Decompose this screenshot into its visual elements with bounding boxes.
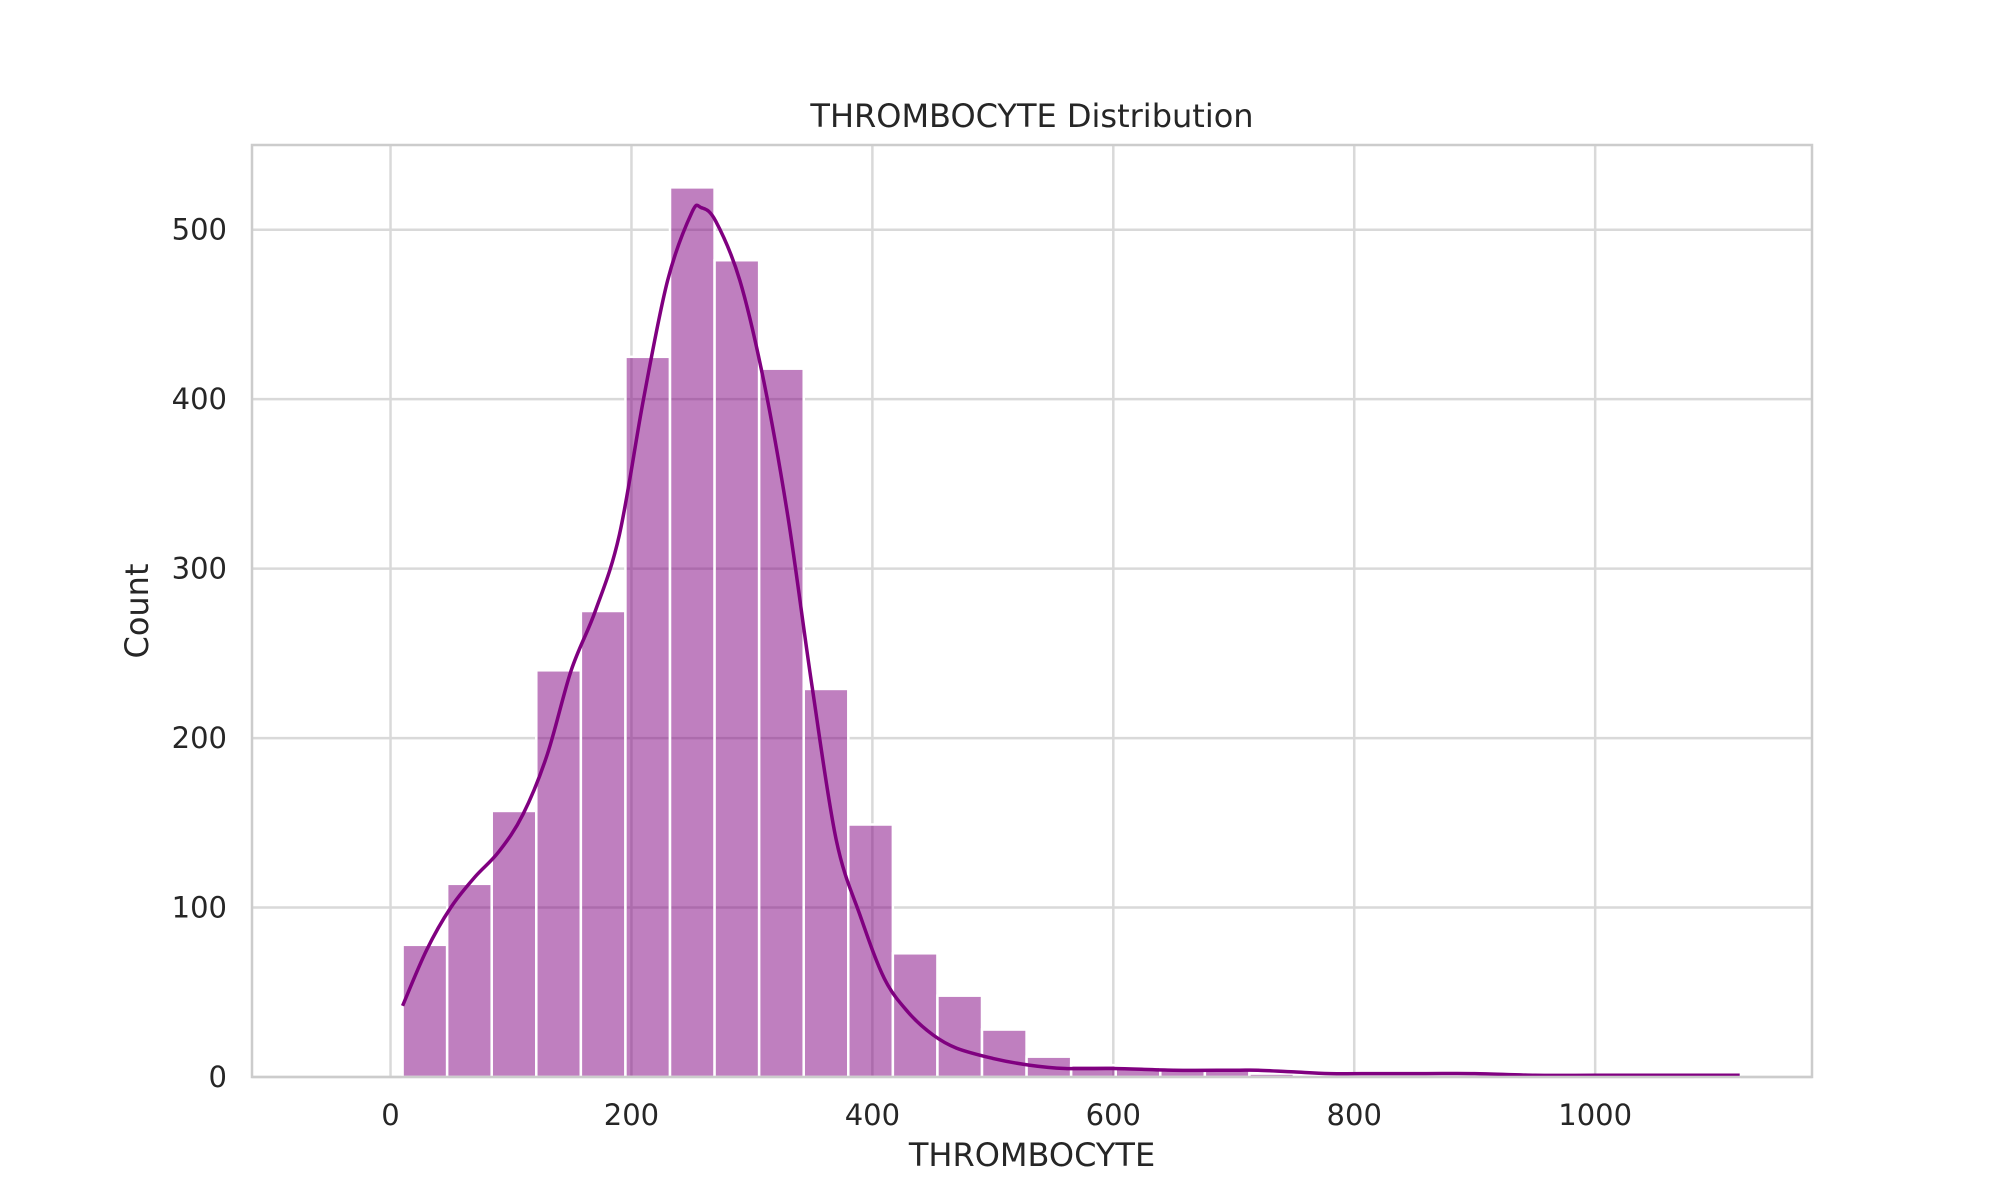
- x-tick-labels: 0 200 400 600 800 1000: [381, 1098, 1632, 1132]
- y-axis-label: Count: [118, 563, 156, 658]
- y-tick-label: 0: [209, 1060, 227, 1094]
- histogram-bar: [847, 823, 895, 1079]
- histogram-bar: [802, 687, 850, 1079]
- y-tick-label: 100: [172, 891, 227, 925]
- histogram-bar: [980, 1028, 1028, 1079]
- x-tick-label: 1000: [1558, 1098, 1632, 1132]
- histogram-bar: [891, 952, 939, 1079]
- y-tick-label: 300: [172, 552, 227, 586]
- histogram-bar: [490, 809, 538, 1079]
- x-tick-label: 400: [845, 1098, 900, 1132]
- plot-frame: [250, 143, 1814, 1079]
- y-tick-label: 200: [172, 721, 227, 755]
- y-tick-label: 400: [172, 382, 227, 416]
- kde-curve: [400, 203, 1740, 1078]
- chart-title: THROMBOCYTE Distribution: [809, 97, 1253, 135]
- histogram-bar: [401, 943, 449, 1079]
- histogram-bar: [445, 882, 493, 1079]
- histogram-bar: [668, 186, 716, 1079]
- histogram-bar: [535, 669, 583, 1079]
- y-tick-labels: 0 100 200 300 400 500: [172, 213, 227, 1094]
- x-tick-label: 0: [381, 1098, 399, 1132]
- histogram-bar: [579, 609, 627, 1079]
- x-axis-label: THROMBOCYTE: [908, 1136, 1155, 1174]
- x-tick-label: 200: [604, 1098, 659, 1132]
- y-tick-label: 500: [172, 213, 227, 247]
- histogram-bars: [401, 186, 1741, 1079]
- histogram-bar: [713, 258, 761, 1079]
- x-tick-label: 800: [1327, 1098, 1382, 1132]
- histogram-bar: [936, 994, 984, 1079]
- x-tick-label: 600: [1086, 1098, 1141, 1132]
